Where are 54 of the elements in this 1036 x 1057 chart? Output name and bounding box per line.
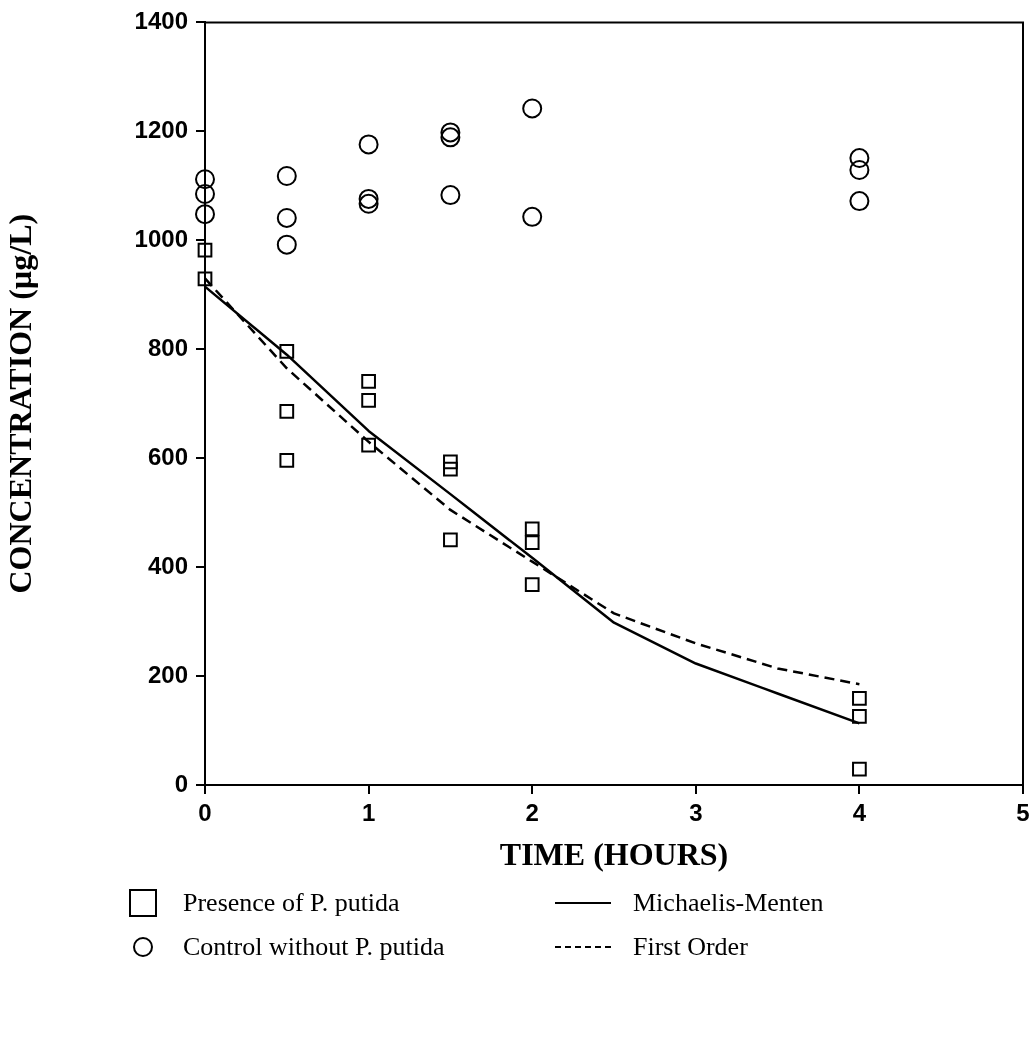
point xyxy=(852,691,867,706)
x-tick-label: 5 xyxy=(1016,799,1030,827)
y-tick-label: 800 xyxy=(147,333,188,361)
point xyxy=(849,160,870,181)
point xyxy=(524,521,540,537)
y-tick-label: 1400 xyxy=(134,7,188,35)
y-tick-label: 0 xyxy=(174,769,188,797)
point xyxy=(279,344,295,359)
point xyxy=(361,393,376,408)
point xyxy=(440,127,461,148)
point xyxy=(524,535,540,550)
point xyxy=(276,207,297,228)
x-tick-label: 4 xyxy=(852,799,867,827)
y-tick-label: 600 xyxy=(147,442,188,470)
x-tick-label: 1 xyxy=(361,799,376,827)
point xyxy=(852,709,867,724)
point xyxy=(522,98,543,119)
point xyxy=(440,122,461,143)
point xyxy=(361,374,376,389)
y-tick-label: 200 xyxy=(147,660,188,688)
point xyxy=(524,577,540,592)
point xyxy=(443,454,458,470)
point xyxy=(849,148,870,169)
x-axis-title: TIME (HOURS) xyxy=(499,836,729,873)
point xyxy=(197,242,213,258)
point xyxy=(358,134,379,155)
y-tick-label: 400 xyxy=(147,551,188,579)
y-axis-title: CONCENTRATION (µg/L) xyxy=(2,213,39,594)
y-tick-label: 1000 xyxy=(134,224,188,252)
point xyxy=(522,206,543,227)
point xyxy=(443,532,458,548)
point xyxy=(361,437,376,453)
point xyxy=(358,188,379,209)
point xyxy=(852,761,867,777)
legend-label: Presence of P. putida xyxy=(183,888,400,918)
legend-label: Michaelis-Menten xyxy=(633,888,824,918)
point xyxy=(195,183,215,204)
legend-label: Control without P. putida xyxy=(183,932,445,962)
x-tick-label: 2 xyxy=(525,799,539,827)
point xyxy=(849,191,870,212)
point xyxy=(276,166,297,187)
x-tick-label: 3 xyxy=(689,799,703,827)
legend-label: First Order xyxy=(633,932,748,962)
point xyxy=(279,403,295,419)
y-tick-label: 1200 xyxy=(134,115,188,143)
point xyxy=(279,452,295,468)
point xyxy=(443,461,458,477)
point xyxy=(195,204,215,225)
point xyxy=(195,169,215,190)
point xyxy=(440,185,461,206)
point xyxy=(358,193,379,214)
point xyxy=(197,271,213,287)
point xyxy=(276,234,297,255)
x-tick-label: 0 xyxy=(198,799,212,827)
